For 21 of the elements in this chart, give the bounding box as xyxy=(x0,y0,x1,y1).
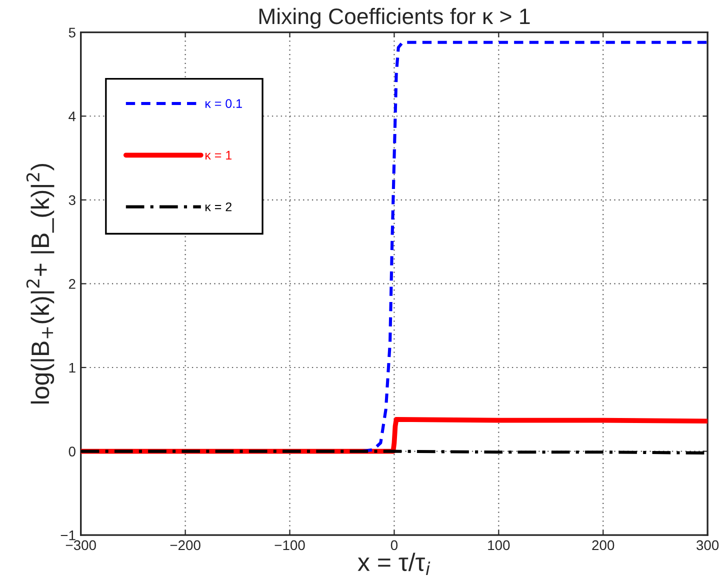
text: κ = 0.1 xyxy=(206,99,242,108)
x-tick-label: 200 xyxy=(592,540,614,550)
x-tick-label: 100 xyxy=(488,540,510,550)
x-tick-label: −200 xyxy=(170,540,200,550)
y-tick-label: −1 xyxy=(60,530,76,540)
x-axis-title: x = τ/τ$_{i}$ xyxy=(358,552,430,575)
chart-title: Mixing Coefficients for κ > 1 xyxy=(259,8,530,29)
line-series xyxy=(361,40,708,453)
y-tick-label: 2 xyxy=(68,279,76,289)
y-tick-label: 1 xyxy=(69,362,76,373)
text: κ = 1 xyxy=(206,150,232,160)
y-tick-label: 0 xyxy=(68,446,76,456)
x-tick-label: 300 xyxy=(696,540,719,550)
y-axis-title: log(|B$_{+}$(k)|$^{2}$+ |B_(k)|$^{2}$) xyxy=(26,164,54,404)
text: κ = 2 xyxy=(206,202,232,212)
y-tick-label: 4 xyxy=(68,112,76,122)
x-tick-label: 0 xyxy=(390,540,398,550)
x-tick-label: −300 xyxy=(66,540,96,550)
x-tick-label: −100 xyxy=(274,540,305,550)
y-tick-label: 3 xyxy=(68,195,76,206)
y-tick-label: 5 xyxy=(68,28,76,38)
